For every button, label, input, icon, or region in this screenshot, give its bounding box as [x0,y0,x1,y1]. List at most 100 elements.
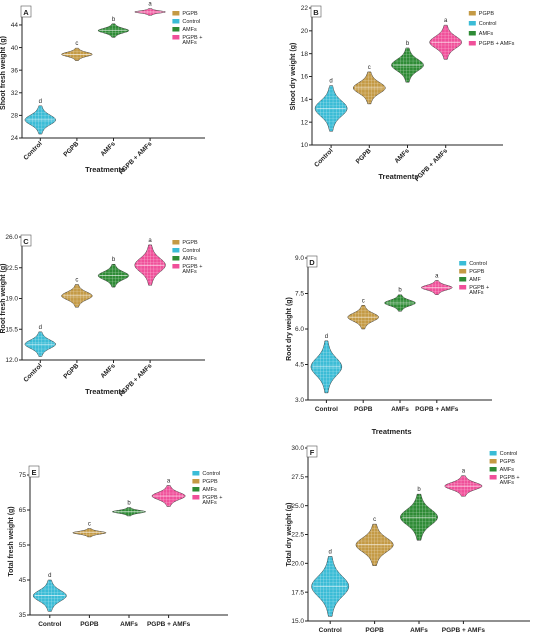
x-tick-label: PGPB + AMFs [415,406,459,413]
panel-b: 10 12 14 16 18 20 22 Shoot dry weight (g) Treatm… [290,5,515,183]
legend-label: PGPB [182,11,198,17]
panel-label: B [313,8,319,17]
x-tick-label: AMFs [393,147,411,165]
panel-label: D [309,258,315,267]
legend-label: PGPB + [182,35,202,41]
panel-c: 12.0 15.5 19.0 22.5 26.0 Root fresh weight (g… [0,234,205,398]
significance-letter: b [406,41,410,47]
y-tick-label: 22.5 [291,532,304,539]
legend-label: PGPB + AMFs [479,41,515,47]
y-tick-label: 36 [11,67,19,74]
panel-label-box [28,465,40,478]
y-tick-label: 45 [19,577,27,584]
panel-label-box [306,445,318,458]
significance-letter: c [88,522,91,528]
significance-letter: c [373,517,376,523]
panel-label-box [310,5,322,18]
legend-label: Control [202,471,220,477]
legend-swatch [172,19,180,24]
panel-label: F [310,448,315,457]
x-tick-label: PGPB [80,621,99,628]
significance-letter: d [48,573,51,579]
panel-label-box [306,255,318,268]
legend-swatch [489,459,497,464]
x-tick-label: PGPB [354,406,373,413]
x-tick-label: Control [319,627,342,634]
legend-swatch [489,467,497,472]
legend-label: PGPB [469,269,485,275]
x-tick-label: PGPB [365,627,384,634]
legend-swatch [459,285,467,290]
legend-label: PGPB + [469,285,489,291]
y-tick-label: 24 [11,135,19,142]
y-tick-label: 75 [19,472,27,479]
x-tick-label: PGPB [62,140,80,158]
y-tick-label: 27.5 [291,474,304,481]
legend-swatch [489,475,497,480]
x-tick-label: Control [38,621,61,628]
y-tick-label: 65 [19,507,27,514]
y-tick-label: 10 [301,142,309,149]
significance-letter: d [329,79,332,85]
significance-letter: c [75,277,78,283]
legend-label: PGPB [500,459,516,465]
y-axis-label: Root dry weight (g) [286,297,293,361]
significance-letter: b [112,257,116,263]
x-tick-label: PGPB [355,147,373,165]
significance-letter: d [39,325,42,331]
legend-label: Control [479,21,497,27]
legend-label: AMF [469,277,481,283]
y-tick-label: 14 [301,97,309,104]
y-tick-label: 22.5 [5,265,18,272]
legend-swatch [192,479,200,484]
panel-d: 3.0 4.5 6.0 7.5 9.0 Root dry weight (g) Treatm… [286,255,492,436]
x-tick-label: PGPB + AMFs [442,627,486,634]
legend-label: PGPB + [500,475,520,481]
x-tick-label: AMFs [410,627,428,634]
y-tick-label: 12 [301,119,309,126]
y-tick-label: 26.0 [5,234,18,241]
x-axis-label: Treatments [85,165,125,174]
legend-label-cont: AMFs [202,500,217,506]
x-tick-label: Control [315,406,338,413]
y-tick-label: 44 [11,22,19,29]
legend-label: PGPB + [182,264,202,270]
significance-letter: a [148,2,152,8]
legend-swatch [459,277,467,282]
legend-label: AMFs [479,31,494,37]
y-tick-label: 6.0 [295,326,304,333]
y-tick-label: 3.0 [295,397,304,404]
panel-label: C [23,237,29,246]
x-tick-label: AMFs [99,362,117,380]
panel-label: E [31,468,36,477]
y-tick-label: 40 [11,45,19,52]
legend-swatch [468,31,476,36]
y-tick-label: 7.5 [295,291,304,298]
y-tick-label: 28 [11,113,19,120]
y-axis-label: Total dry weight (g) [286,502,293,566]
y-tick-label: 32 [11,90,19,97]
panel-label: A [23,8,29,17]
y-tick-label: 4.5 [295,362,304,369]
legend-label: AMFs [500,467,515,473]
y-tick-label: 22 [301,5,309,12]
y-tick-label: 15.5 [5,326,18,333]
significance-letter: c [368,65,371,71]
x-tick-label: AMFs [120,621,138,628]
legend-label: Control [182,19,200,25]
y-tick-label: 25.0 [291,503,304,510]
panel-label-box [20,234,32,247]
x-tick-label: AMFs [391,406,409,413]
legend-label-cont: AMFs [182,269,197,275]
y-tick-label: 55 [19,542,27,549]
legend-swatch [172,256,180,261]
legend-label: Control [469,261,487,267]
legend-swatch [459,261,467,266]
y-axis-label: Shoot fresh weight (g) [0,36,7,110]
x-tick-label: Control [22,362,43,383]
x-tick-label: AMFs [99,140,117,158]
legend-swatch [468,41,476,46]
legend-label: AMFs [182,27,197,33]
legend-label: AMFs [202,487,217,493]
